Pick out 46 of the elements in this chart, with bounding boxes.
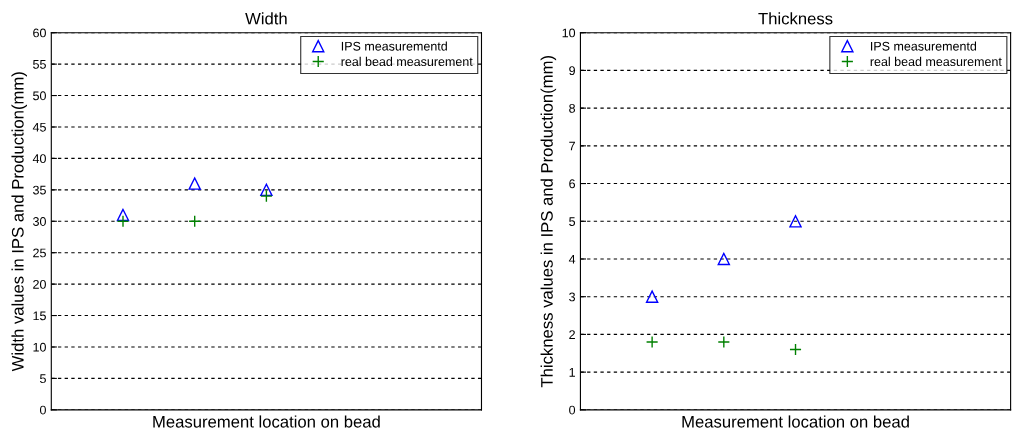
chart-title: Width <box>245 12 287 25</box>
y-tick-label: 40 <box>32 154 46 164</box>
point <box>116 215 130 228</box>
y-tick-label: 45 <box>32 122 46 132</box>
y-tick-label: 3 <box>569 292 576 302</box>
y-tick-label: 55 <box>33 60 46 69</box>
legend-label: real bead measurement <box>870 56 1002 67</box>
point <box>717 335 731 349</box>
point <box>645 335 659 349</box>
y-tick-label: 5 <box>39 374 46 384</box>
legend-label: real bead measurement <box>341 56 473 67</box>
y-tick-label: 50 <box>33 91 46 101</box>
y-tick-label: 2 <box>569 330 575 339</box>
y-tick-label: 4 <box>568 254 576 264</box>
y-tick-label: 7 <box>569 141 575 151</box>
y-tick-label: 20 <box>33 279 46 289</box>
y-axis-title: Thickness values in IPS and Production(mm) <box>540 56 557 388</box>
y-tick-label: 0 <box>39 405 46 415</box>
x-axis-title: Measurement location on bead <box>153 415 380 428</box>
point <box>260 183 273 197</box>
y-tick-label: 60 <box>33 28 46 38</box>
point <box>789 343 802 356</box>
y-tick-label: 5 <box>569 217 576 226</box>
point <box>260 189 273 203</box>
y-tick-label: 15 <box>33 311 46 321</box>
y-tick-label: 35 <box>33 185 46 195</box>
y-tick-label: 10 <box>33 342 46 352</box>
point <box>645 290 659 303</box>
point <box>188 215 201 228</box>
legend-label: IPS measurementd <box>871 41 977 51</box>
y-tick-label: 0 <box>569 405 576 415</box>
y-tick-label: 9 <box>569 66 575 76</box>
point <box>116 208 130 222</box>
y-tick-label: 10 <box>562 28 576 38</box>
point <box>188 177 201 190</box>
y-tick-label: 25 <box>33 248 46 258</box>
y-tick-label: 6 <box>569 179 576 189</box>
y-axis-title: Width values in IPS and Production(mm) <box>11 72 27 372</box>
legend-label: IPS measurementd <box>341 41 447 51</box>
point <box>717 252 731 266</box>
point <box>789 215 802 228</box>
y-tick-label: 30 <box>33 217 46 226</box>
y-tick-label: 8 <box>569 103 576 113</box>
chart-title: Thickness <box>758 12 833 25</box>
x-axis-title: Measurement location on bead <box>682 415 909 428</box>
y-tick-label: 1 <box>569 368 575 377</box>
